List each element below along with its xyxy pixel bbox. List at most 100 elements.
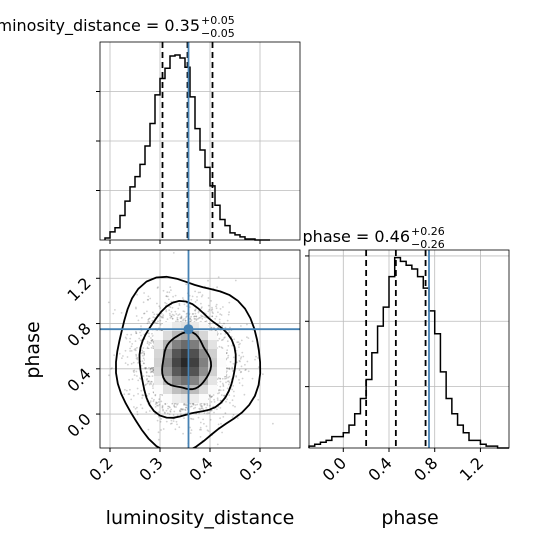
sample-point bbox=[231, 368, 234, 370]
sample-point bbox=[226, 319, 229, 322]
sample-point bbox=[207, 304, 210, 307]
sample-point bbox=[218, 318, 221, 321]
sample-point bbox=[148, 243, 150, 245]
sample-point bbox=[144, 367, 147, 370]
sample-point bbox=[145, 378, 148, 381]
sample-point bbox=[113, 354, 115, 356]
sample-point bbox=[206, 412, 209, 415]
panel-2d: 0.2 0.3 0.4 0.5 0.0 0.4 0.8 1.2 bbox=[63, 243, 301, 485]
sample-point bbox=[183, 403, 186, 405]
sample-point bbox=[142, 362, 145, 365]
sample-point bbox=[195, 315, 198, 318]
panel-2d-frame bbox=[99, 249, 301, 449]
sample-point bbox=[145, 411, 148, 414]
sample-point bbox=[156, 302, 158, 305]
sample-point bbox=[173, 406, 176, 408]
sample-point bbox=[120, 312, 123, 314]
sample-point bbox=[232, 404, 235, 407]
sample-point bbox=[226, 367, 229, 370]
sample-point bbox=[179, 409, 181, 412]
density-cell bbox=[163, 358, 172, 367]
sample-point bbox=[172, 252, 175, 254]
sample-point bbox=[124, 336, 127, 339]
sample-point bbox=[143, 312, 146, 315]
sample-point bbox=[193, 315, 196, 318]
sample-point bbox=[183, 310, 186, 313]
sample-point bbox=[168, 291, 171, 294]
sample-point bbox=[206, 429, 209, 432]
phase-hist-quantile-lines bbox=[365, 250, 427, 448]
sample-point bbox=[200, 315, 203, 318]
sample-point bbox=[237, 341, 240, 344]
sample-point bbox=[149, 401, 152, 404]
sample-point bbox=[208, 394, 211, 397]
density-cell bbox=[181, 376, 190, 385]
sample-point bbox=[147, 428, 150, 431]
sample-point bbox=[228, 331, 231, 334]
y-axis-label-phase: phase bbox=[22, 321, 44, 378]
phase-tick-label: 0.0 bbox=[63, 409, 94, 440]
sample-point bbox=[203, 316, 206, 319]
sample-point bbox=[147, 320, 150, 323]
sample-point bbox=[152, 340, 155, 343]
density-cell bbox=[172, 349, 181, 358]
sample-point bbox=[147, 318, 150, 321]
sample-point bbox=[231, 366, 234, 369]
density-cell bbox=[154, 385, 163, 394]
sample-point bbox=[152, 383, 155, 386]
density-cell bbox=[181, 385, 190, 394]
sample-point bbox=[189, 426, 191, 429]
sample-point bbox=[216, 378, 219, 381]
sample-point bbox=[147, 298, 150, 301]
density-cell bbox=[163, 394, 172, 403]
sample-point bbox=[231, 370, 234, 372]
sample-point bbox=[197, 310, 200, 312]
sample-point bbox=[150, 342, 152, 344]
sample-point bbox=[148, 366, 150, 369]
density-cell bbox=[190, 322, 199, 331]
sample-point bbox=[161, 315, 164, 318]
sample-point bbox=[177, 307, 180, 310]
sample-point bbox=[216, 408, 218, 411]
sample-point bbox=[198, 412, 201, 415]
sample-point bbox=[225, 357, 228, 360]
sample-point bbox=[126, 356, 129, 358]
sample-point bbox=[210, 395, 213, 398]
x-axis-label-phase: phase bbox=[381, 507, 438, 529]
sample-point bbox=[185, 313, 188, 315]
sample-point bbox=[143, 292, 146, 294]
sample-point bbox=[127, 363, 129, 366]
sample-point bbox=[133, 369, 136, 372]
sample-point bbox=[227, 354, 230, 357]
sample-point bbox=[219, 417, 222, 420]
sample-point bbox=[229, 402, 231, 404]
sample-point bbox=[133, 371, 135, 373]
sample-point bbox=[217, 339, 219, 342]
sample-point bbox=[151, 339, 154, 341]
sample-point bbox=[190, 315, 193, 318]
sample-point bbox=[211, 308, 214, 311]
sample-point bbox=[146, 322, 149, 325]
sample-point bbox=[153, 313, 156, 316]
sample-point bbox=[240, 356, 243, 359]
sample-point bbox=[186, 305, 188, 308]
phase-hist-tick-label: 0.8 bbox=[410, 453, 441, 484]
sample-point bbox=[118, 352, 121, 355]
sample-point bbox=[156, 404, 158, 407]
sample-point bbox=[149, 371, 152, 374]
sample-point bbox=[220, 346, 223, 349]
sample-point bbox=[169, 410, 172, 412]
sample-point bbox=[198, 407, 201, 410]
sample-point bbox=[142, 357, 145, 360]
sample-point bbox=[112, 312, 115, 315]
sample-point bbox=[146, 310, 148, 313]
sample-point bbox=[219, 377, 222, 380]
sample-point bbox=[173, 405, 176, 408]
sample-point bbox=[234, 405, 236, 408]
sample-point bbox=[196, 403, 199, 406]
sample-point bbox=[126, 333, 129, 336]
sample-point bbox=[154, 321, 157, 324]
sample-point bbox=[184, 409, 187, 412]
sample-point bbox=[164, 403, 167, 406]
sample-point bbox=[144, 384, 147, 387]
